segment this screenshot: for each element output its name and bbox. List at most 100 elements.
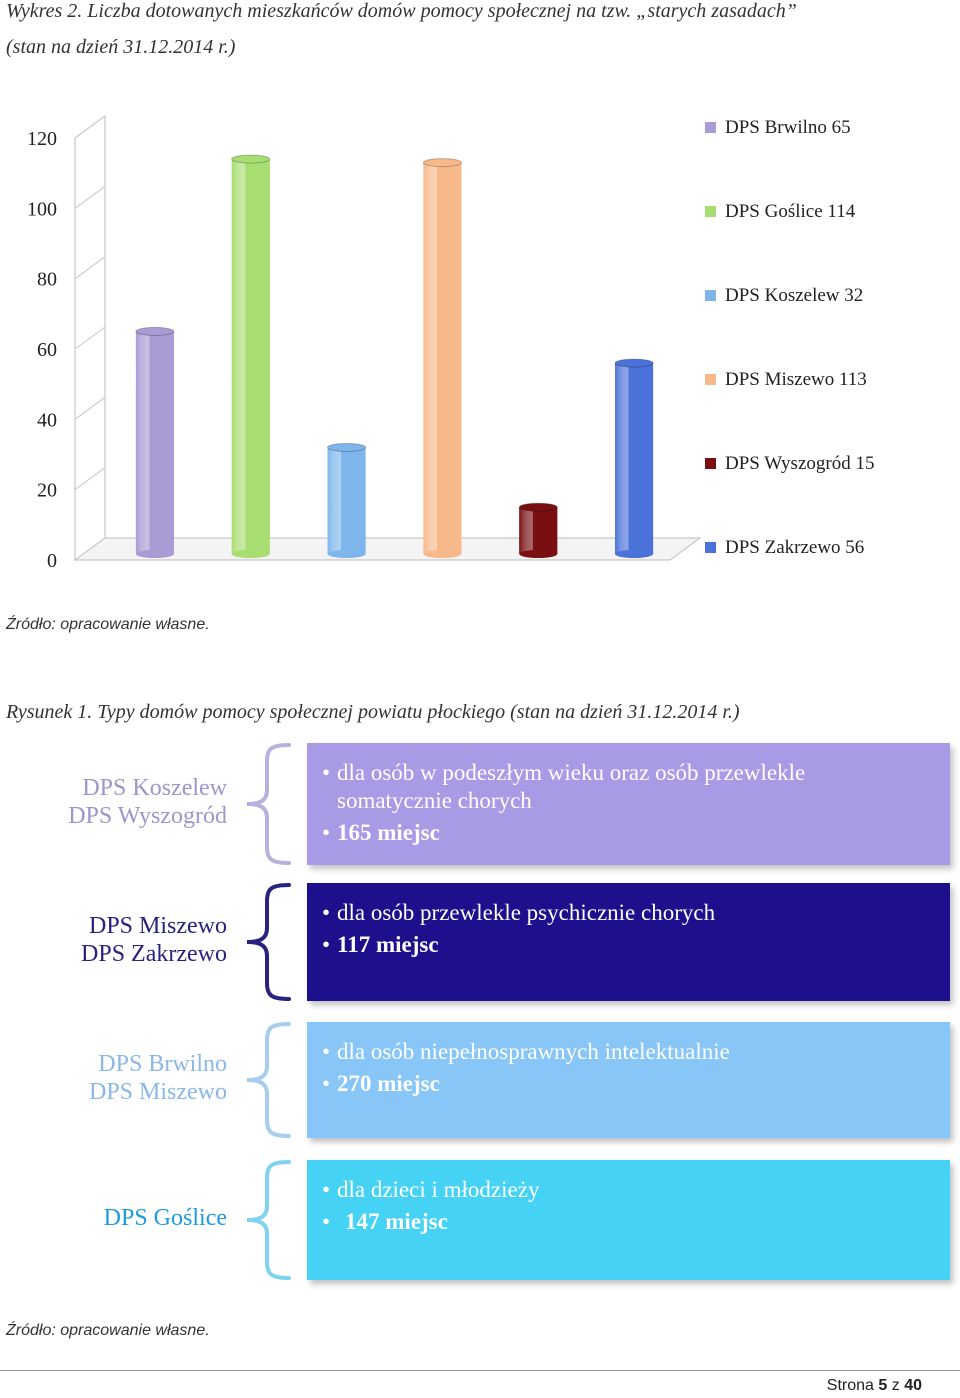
bar-base (327, 550, 366, 558)
bar-base (615, 550, 654, 558)
bullet-icon: • (321, 1177, 331, 1202)
page-current: 5 (878, 1377, 888, 1394)
description-item: • dla osób w podeszłym wieku oraz osób pr… (315, 759, 932, 815)
legend-swatch (705, 206, 716, 217)
brace-icon (246, 743, 291, 865)
bar-shading (519, 507, 558, 554)
bullet-icon: • (321, 760, 331, 785)
legend-label: DPS Goślice 114 (725, 201, 856, 222)
legend-swatch (705, 290, 716, 301)
legend-item: DPS Koszelew 32 (705, 285, 863, 306)
figure-row-box: • dla osób niepełnosprawnych intelektualn… (307, 1022, 950, 1138)
chart-caption-line2: (stan na dzień 31.12.2014 r.) (6, 36, 236, 58)
gridline-100 (74, 185, 106, 209)
bar-base (519, 550, 558, 558)
figure-row-names: DPS Miszewo DPS Zakrzewo (12, 912, 227, 968)
legend-label: DPS Miszewo 113 (725, 369, 867, 390)
description-item: • dla osób przewlekle psychicznie chorych (315, 899, 932, 927)
bar-top (135, 326, 175, 336)
bar-top (422, 158, 462, 168)
legend-label: DPS Wyszogród 15 (725, 453, 874, 474)
places-count: 117 miejsc (337, 932, 439, 957)
footer-rule (0, 1370, 960, 1371)
description-text: dla dzieci i młodzieży (337, 1176, 539, 1204)
gridline-20 (74, 467, 106, 491)
bar-base (423, 550, 462, 558)
y-tick-label: 20 (37, 480, 57, 502)
brace-icon (246, 883, 291, 1001)
legend-label: DPS Koszelew 32 (725, 285, 863, 306)
y-tick-label: 80 (37, 269, 57, 291)
bullet-icon: • (321, 1039, 331, 1064)
bullet-icon: • (321, 900, 331, 925)
legend-item: DPS Wyszogród 15 (705, 453, 874, 474)
bar-base (135, 550, 174, 558)
description-line: dla dzieci i młodzieży (337, 1177, 540, 1202)
bar-shading (615, 363, 654, 554)
gridline-60 (74, 326, 106, 350)
figure-row-name: DPS Miszewo (88, 913, 227, 939)
bar-top (231, 154, 271, 164)
y-tick-label: 60 (37, 339, 57, 361)
page-prefix: Strona (826, 1377, 874, 1394)
brace-icon (246, 1160, 291, 1280)
bullet-icon: • (321, 932, 331, 957)
y-tick-label: 40 (37, 409, 57, 431)
bullet-icon: • (321, 1071, 331, 1096)
page-total: 40 (904, 1377, 922, 1394)
y-tick-label: 0 (47, 550, 57, 572)
description-line: dla osób w podeszłym wieku oraz osób prz… (337, 760, 806, 785)
y-tick-label: 120 (27, 128, 57, 150)
description-line: dla osób przewlekle psychicznie chorych (337, 900, 716, 925)
legend-item: DPS Zakrzewo 56 (705, 537, 864, 558)
bar-chart: 0 20 40 60 80 100 120 DPS Brwilno 65 DPS Goślic… (27, 115, 874, 572)
bar-shading (231, 159, 270, 554)
bar-dps-goślice (231, 154, 271, 558)
gridline-80 (74, 256, 106, 280)
source-note-chart: Źródło: opracowanie własne. (6, 616, 210, 633)
legend-label: DPS Brwilno 65 (725, 117, 851, 138)
bar-shading (423, 162, 462, 554)
figure-row-box: • dla dzieci i młodzieży • 147 miejsc (307, 1160, 950, 1280)
figure-row-names: DPS Goślice (12, 1204, 227, 1232)
bar-dps-zakrzewo (614, 358, 654, 558)
chart-caption: Wykres 2. Liczba dotowanych mieszkańców … (6, 0, 956, 62)
figure-row-name: DPS Goślice (103, 1205, 227, 1231)
bar-dps-miszewo (422, 158, 462, 558)
legend-swatch (705, 374, 716, 385)
figure-row-names: DPS Brwilno DPS Miszewo (12, 1050, 227, 1106)
figure-row-name: DPS Wyszogród (68, 803, 227, 829)
description-text: dla osób przewlekle psychicznie chorych (337, 899, 715, 927)
bar-dps-wyszogród (518, 502, 558, 558)
bullet-icon: • (321, 1209, 331, 1234)
description-item: • dla osób niepełnosprawnych intelektualn… (315, 1038, 932, 1066)
bar-shading (327, 447, 366, 554)
places-item: • 270 miejsc (315, 1070, 932, 1098)
places-item: • 165 miejsc (315, 819, 932, 847)
figure-row-box: • dla osób przewlekle psychicznie chorych… (307, 883, 950, 1001)
bar-shading (135, 331, 174, 554)
legend-swatch (705, 542, 716, 553)
bar-top (614, 358, 654, 368)
gridline-120 (74, 115, 106, 139)
figure-row-name: DPS Brwilno (98, 1051, 227, 1077)
figure-row-names: DPS Koszelew DPS Wyszogród (12, 774, 227, 830)
description-text: dla osób w podeszłym wieku oraz osób prz… (337, 759, 805, 815)
brace-icon (246, 1022, 291, 1138)
description-text: dla osób niepełnosprawnych intelektualni… (337, 1038, 730, 1066)
bullet-icon: • (321, 820, 331, 845)
legend-label: DPS Zakrzewo 56 (725, 537, 864, 558)
description-item: • dla dzieci i młodzieży (315, 1176, 932, 1204)
legend-item: DPS Miszewo 113 (705, 369, 867, 390)
description-line: somatycznie chorych (337, 788, 532, 813)
description-line: dla osób niepełnosprawnych intelektualni… (337, 1039, 730, 1064)
places-count: 270 miejsc (337, 1071, 440, 1096)
y-tick-label: 100 (27, 198, 57, 220)
page-number: Strona 5 z 40 (827, 1377, 922, 1395)
legend-swatch (705, 122, 716, 133)
bar-dps-brwilno (135, 326, 175, 558)
gridline-0 (74, 537, 106, 561)
places-count: 147 miejsc (345, 1209, 448, 1234)
figure-row-box: • dla osób w podeszłym wieku oraz osób pr… (307, 743, 950, 865)
chart-caption-line1: Wykres 2. Liczba dotowanych mieszkańców … (6, 0, 797, 22)
